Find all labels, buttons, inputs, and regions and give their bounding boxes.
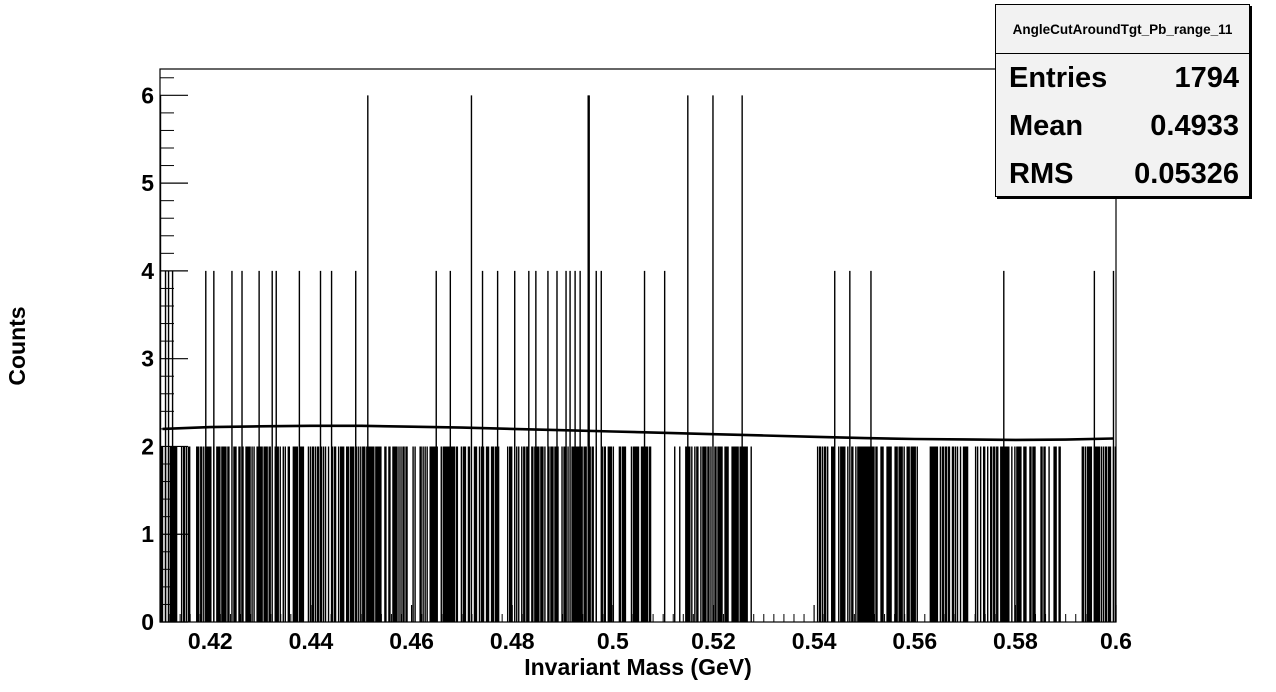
x-tick-label: 0.58 [993,628,1038,654]
x-tick-label: 0.46 [389,628,434,654]
histogram-bars [159,95,1117,622]
stats-label: Mean [1009,109,1084,142]
x-tick-label: 0.42 [188,628,233,654]
stats-label: RMS [1009,157,1074,190]
stats-value: 1794 [1174,61,1239,94]
y-tick-label: 5 [141,170,154,196]
x-tick-label: 0.56 [892,628,937,654]
fit-curve-line [162,424,1114,442]
stats-title: AngleCutAroundTgt_Pb_range_11 [996,5,1249,54]
x-tick-label: 0.52 [691,628,736,654]
x-tick-label: 0.6 [1100,628,1132,654]
x-tick-label: 0.54 [792,628,837,654]
x-axis-label: Invariant Mass (GeV) [524,654,752,680]
x-tick-label: 0.5 [597,628,629,654]
y-tick-label: 1 [141,521,154,547]
stats-label: Entries [1009,61,1108,94]
fit-curve [162,424,1114,442]
stats-box: AngleCutAroundTgt_Pb_range_11 Entries 17… [995,4,1250,197]
stats-row-mean: Mean 0.4933 [996,102,1249,150]
y-axis-label: Counts [4,306,30,385]
y-tick-label: 4 [141,258,154,284]
stats-value: 0.05326 [1134,157,1239,190]
stats-value: 0.4933 [1150,109,1239,142]
y-tick-label: 2 [141,433,154,459]
stats-row-rms: RMS 0.05326 [996,150,1249,198]
y-tick-label: 3 [141,346,154,372]
stats-row-entries: Entries 1794 [996,54,1249,102]
y-tick-label: 6 [141,82,154,108]
x-tick-label: 0.48 [490,628,535,654]
x-tick-label: 0.44 [289,628,334,654]
axes: 0.42 0.44 0.46 0.48 0.5 0.52 0.54 0.56 0.58 0.6 0 1… [141,77,1132,654]
y-tick-label: 0 [141,609,154,635]
